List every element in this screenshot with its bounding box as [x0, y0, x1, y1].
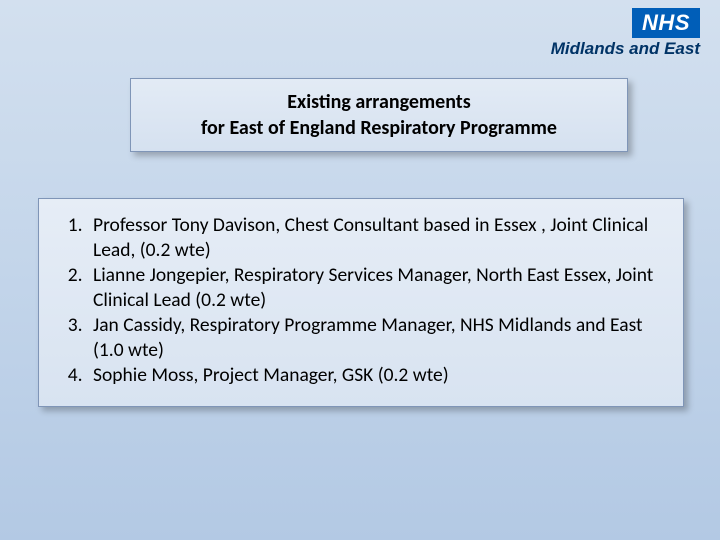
- list-item: Jan Cassidy, Respiratory Programme Manag…: [87, 313, 663, 363]
- logo-subtext: Midlands and East: [551, 39, 700, 59]
- nhs-badge: NHS: [632, 8, 700, 38]
- logo-area: NHS Midlands and East: [551, 8, 700, 59]
- content-box: Professor Tony Davison, Chest Consultant…: [38, 198, 684, 407]
- list-item: Sophie Moss, Project Manager, GSK (0.2 w…: [87, 363, 663, 388]
- list-item: Professor Tony Davison, Chest Consultant…: [87, 213, 663, 263]
- title-box: Existing arrangements for East of Englan…: [130, 78, 628, 152]
- title-line-2: for East of England Respiratory Programm…: [149, 115, 609, 141]
- arrangements-list: Professor Tony Davison, Chest Consultant…: [59, 213, 663, 388]
- title-line-1: Existing arrangements: [149, 89, 609, 115]
- slide: NHS Midlands and East Existing arrangeme…: [0, 0, 720, 540]
- list-item: Lianne Jongepier, Respiratory Services M…: [87, 263, 663, 313]
